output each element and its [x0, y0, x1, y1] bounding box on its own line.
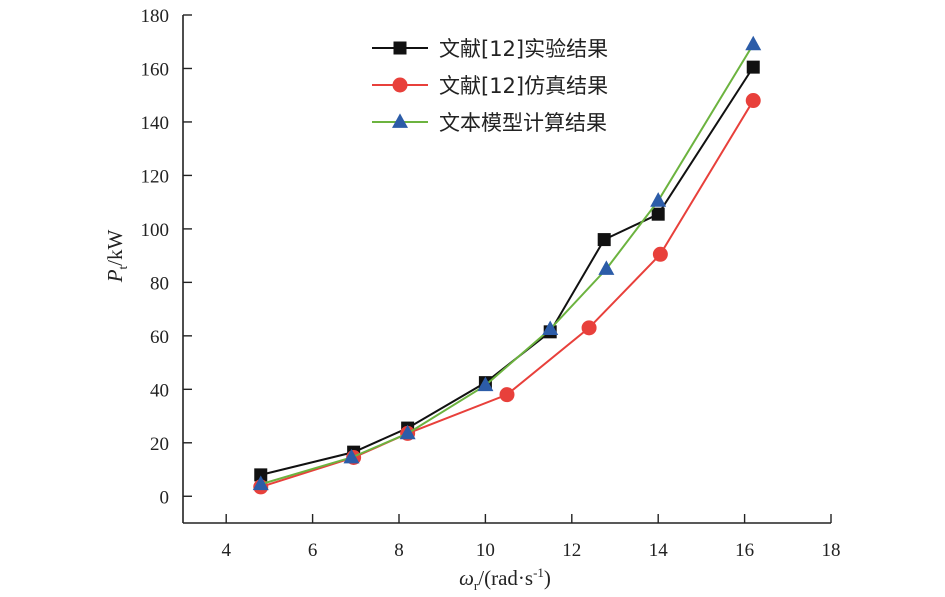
x-tick-label: 6: [308, 540, 318, 561]
legend-item-1: 文献[12]实验结果: [372, 37, 608, 61]
x-axis-title-close: ): [544, 566, 551, 590]
x-tick-label: 16: [735, 540, 754, 561]
data-point-3: [542, 320, 559, 336]
data-point-2: [745, 93, 761, 109]
x-tick-label: 18: [822, 540, 841, 561]
data-point-1: [746, 60, 760, 74]
data-point-3: [399, 424, 416, 440]
y-tick-label: 40: [150, 380, 169, 401]
x-axis-title-sup: -1: [533, 565, 544, 580]
series-2: [253, 93, 761, 495]
data-point-1: [651, 207, 665, 221]
axes: 0 20 40 60 80 100 120 140 160 180 4 6 8 10 12 14 16 18: [141, 6, 841, 561]
data-point-3: [252, 475, 269, 491]
y-tick-label: 140: [141, 113, 170, 134]
x-axis-title: ωr/(rad·s-1): [459, 565, 551, 593]
y-tick-label: 0: [160, 487, 170, 508]
data-point-2: [652, 246, 668, 262]
data-point-2: [499, 387, 515, 403]
y-tick-label: 60: [150, 327, 169, 348]
legend-label: 文献[12]仿真结果: [439, 74, 608, 98]
data-point-3: [343, 448, 360, 464]
data-point-3: [477, 376, 494, 392]
data-point-1: [254, 468, 268, 482]
legend-marker: [393, 41, 407, 55]
legend-item-3: 文本模型计算结果: [372, 111, 607, 135]
y-tick-label: 120: [141, 166, 170, 187]
y-axis-title-sub: t: [115, 265, 130, 269]
series-line-2: [260, 100, 755, 488]
y-tick-label: 180: [141, 6, 170, 27]
x-axis-title-main: ω: [459, 566, 474, 590]
legend-label: 文献[12]实验结果: [439, 37, 608, 61]
data-point-1: [597, 233, 611, 247]
series-3: [252, 35, 762, 491]
x-tick-label: 8: [394, 540, 404, 561]
data-point-3: [650, 192, 667, 207]
data-point-3: [598, 260, 615, 275]
x-axis-title-sub: r: [474, 578, 479, 593]
y-axis-title: Pt/kW: [103, 230, 130, 284]
legend-label: 文本模型计算结果: [439, 111, 607, 135]
y-tick-label: 20: [150, 434, 169, 455]
series-layer: [252, 35, 762, 495]
legend-marker: [392, 77, 408, 93]
x-tick-label: 10: [476, 540, 495, 561]
data-point-2: [581, 320, 597, 336]
x-tick-label: 14: [649, 540, 669, 561]
x-tick-label: 4: [221, 540, 231, 561]
y-axis-title-rest: /kW: [103, 230, 127, 266]
y-tick-label: 160: [141, 59, 170, 80]
series-line-3: [260, 43, 755, 486]
y-tick-label: 80: [150, 273, 169, 294]
data-point-3: [745, 35, 762, 51]
x-tick-label: 12: [562, 540, 581, 561]
legend-marker: [392, 113, 408, 128]
y-axis-title-main: P: [103, 269, 127, 283]
x-axis-title-rest: /(rad·s: [478, 566, 533, 590]
legend-item-2: 文献[12]仿真结果: [372, 74, 608, 98]
y-tick-label: 100: [141, 220, 170, 241]
